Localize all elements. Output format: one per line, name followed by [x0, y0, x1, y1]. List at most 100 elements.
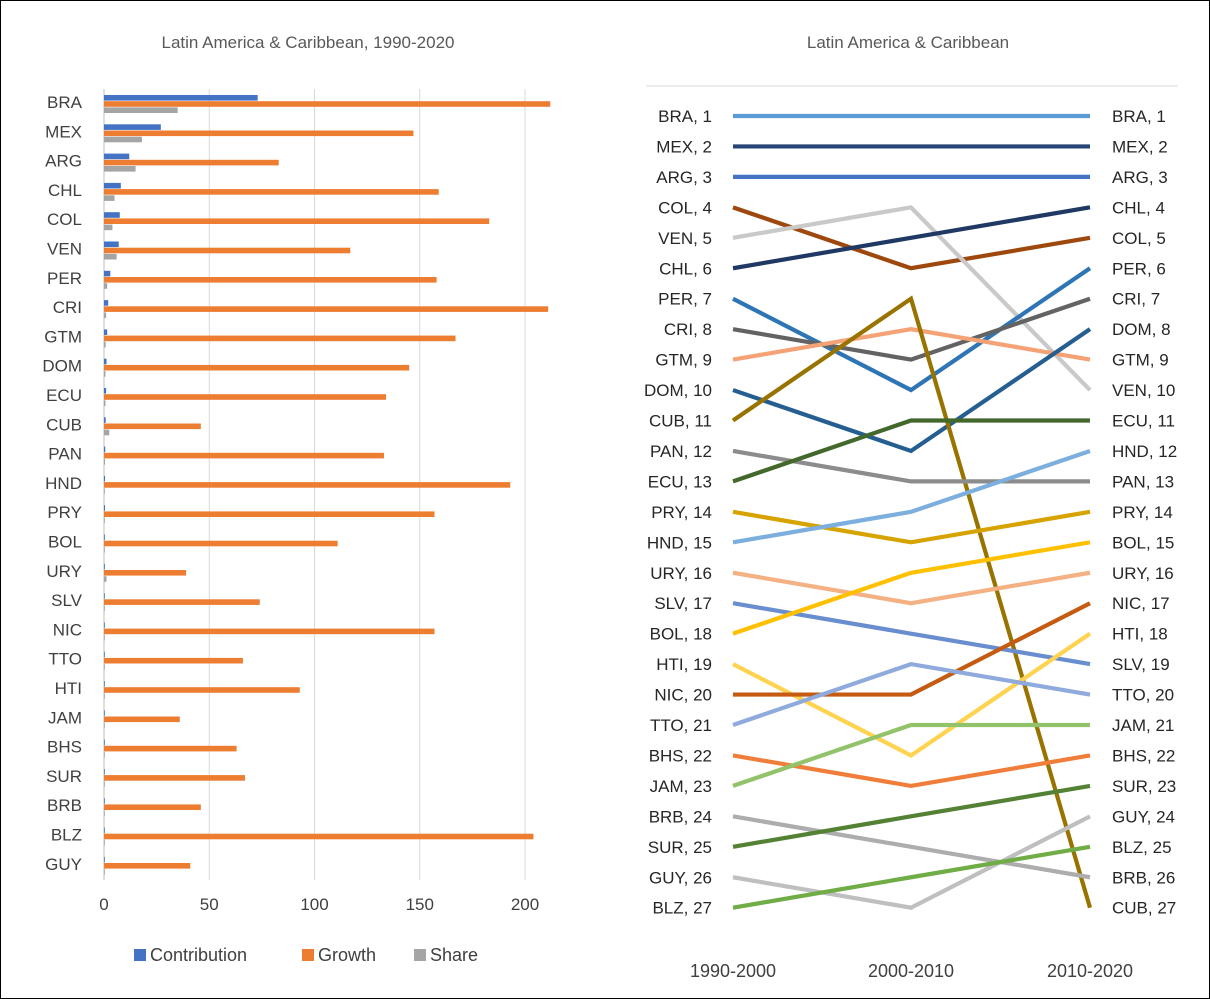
- category-label: JAM: [48, 708, 82, 727]
- category-label: CRI: [53, 298, 82, 317]
- category-label: ECU: [46, 386, 82, 405]
- bar-contribution: [104, 681, 105, 687]
- period-label: 2010-2020: [1047, 961, 1133, 981]
- right-rank-label: PER, 6: [1112, 259, 1166, 278]
- category-label: MEX: [45, 122, 82, 141]
- left-rank-label: BRA, 1: [658, 107, 712, 126]
- left-rank-label: CUB, 11: [649, 412, 712, 431]
- left-rank-label: SUR, 25: [648, 838, 712, 857]
- bar-growth: [104, 247, 351, 254]
- bar-chart-title: Latin America & Caribbean, 1990-2020: [162, 33, 455, 52]
- bar-share: [104, 664, 105, 670]
- right-rank-label: BHS, 22: [1112, 746, 1175, 765]
- slope-line-blz: [732, 844, 1091, 910]
- bar-x-tick-labels: 0 50 100 150 200: [99, 895, 539, 914]
- slope-left-labels: BRA, 1 MEX, 2 ARG, 3 COL, 4 VEN, 5 CHL, 6 PER,…: [644, 107, 712, 918]
- bar-growth: [104, 570, 187, 576]
- bar-growth: [104, 657, 243, 664]
- category-label: VEN: [47, 240, 82, 259]
- bar-contribution: [104, 593, 105, 599]
- left-rank-label: PAN, 12: [650, 442, 712, 461]
- x-tick-label: 50: [200, 895, 219, 914]
- left-rank-label: PRY, 14: [651, 503, 712, 522]
- category-label: GTM: [44, 327, 82, 346]
- category-label: PAN: [48, 445, 82, 464]
- bar-contribution: [104, 329, 108, 335]
- category-label: BLZ: [51, 826, 82, 845]
- slope-line-bhs: [732, 753, 1091, 789]
- bar-share: [104, 283, 108, 289]
- bar-contribution: [104, 446, 106, 453]
- legend-label: Share: [430, 945, 478, 965]
- bar-growth: [104, 159, 279, 166]
- bar-share: [104, 195, 115, 201]
- bar-share: [104, 869, 105, 875]
- bar-share: [104, 166, 136, 172]
- right-rank-label: ECU, 11: [1112, 412, 1175, 431]
- bar-share: [104, 752, 105, 758]
- bar-category-labels: BRA MEX ARG CHL COL VEN PER CRI GTM DOM ECU CUB PAN H…: [42, 93, 82, 874]
- left-rank-label: SLV, 17: [654, 594, 712, 613]
- bar-growth: [104, 452, 384, 459]
- left-rank-label: BOL, 18: [650, 625, 712, 644]
- slope-line-hnd: [732, 448, 1091, 545]
- bar-contribution: [104, 153, 130, 160]
- period-label: 1990-2000: [690, 961, 776, 981]
- slope-line-tto: [732, 661, 1091, 727]
- bar-growth: [104, 833, 534, 840]
- left-rank-label: ARG, 3: [656, 168, 712, 187]
- bar-contribution: [104, 95, 258, 101]
- right-rank-label: CRI, 7: [1112, 290, 1160, 309]
- slope-chart-panel: Latin America & Caribbean BRA, 1 MEX, 2 AR…: [606, 0, 1210, 999]
- slope-line-cub: [731, 295, 1093, 909]
- right-rank-label: GTM, 9: [1112, 351, 1169, 370]
- right-rank-label: MEX, 2: [1112, 137, 1168, 156]
- bar-contribution: [104, 124, 161, 130]
- bar-contribution: [104, 300, 109, 306]
- bar-contribution: [104, 270, 111, 277]
- bar-contribution: [104, 475, 106, 482]
- bar-contribution: [104, 563, 105, 570]
- left-rank-label: HTI, 19: [656, 655, 712, 674]
- left-rank-label: VEN, 5: [658, 229, 712, 248]
- left-rank-label: GTM, 9: [655, 351, 712, 370]
- period-label: 2000-2010: [868, 961, 954, 981]
- category-label: BRB: [47, 796, 82, 815]
- x-tick-label: 100: [300, 895, 328, 914]
- slope-right-labels: BRA, 1 MEX, 2 ARG, 3 CHL, 4 COL, 5 PER, 6 CRI,…: [1112, 107, 1177, 918]
- legend-swatch: [134, 949, 146, 961]
- bar-share: [104, 839, 105, 846]
- slope-line-ven: [732, 205, 1092, 392]
- bar-growth: [104, 189, 439, 195]
- slope-line-chl: [732, 205, 1091, 271]
- bar-contribution: [104, 534, 105, 541]
- right-rank-label: URY, 16: [1112, 564, 1174, 583]
- bar-share: [104, 605, 105, 612]
- legend-swatch: [414, 949, 426, 961]
- bar-share: [104, 400, 106, 406]
- slope-line-slv: [732, 601, 1091, 667]
- bar-share: [104, 341, 106, 348]
- right-rank-label: JAM, 21: [1112, 716, 1174, 735]
- category-label: PER: [47, 269, 82, 288]
- category-label: SLV: [51, 591, 83, 610]
- bar-contribution: [104, 241, 119, 248]
- category-label: PRY: [47, 503, 82, 522]
- bar-contribution: [104, 739, 105, 746]
- slope-line-bol: [732, 540, 1091, 636]
- category-label: BRA: [47, 93, 83, 112]
- bar-growth: [104, 599, 260, 605]
- right-rank-label: HND, 12: [1112, 442, 1177, 461]
- slope-line-brb: [732, 814, 1091, 880]
- right-rank-label: DOM, 8: [1112, 320, 1171, 339]
- left-rank-label: ECU, 13: [648, 472, 712, 491]
- bar-growth: [104, 394, 387, 400]
- bar-growth: [104, 687, 300, 693]
- slope-line-guy: [732, 814, 1091, 910]
- left-rank-label: COL, 4: [658, 198, 712, 217]
- category-label: TTO: [48, 650, 82, 669]
- x-tick-label: 0: [99, 895, 108, 914]
- bar-contribution: [104, 358, 107, 365]
- bar-growth: [104, 364, 410, 371]
- legend-label: Growth: [318, 945, 376, 965]
